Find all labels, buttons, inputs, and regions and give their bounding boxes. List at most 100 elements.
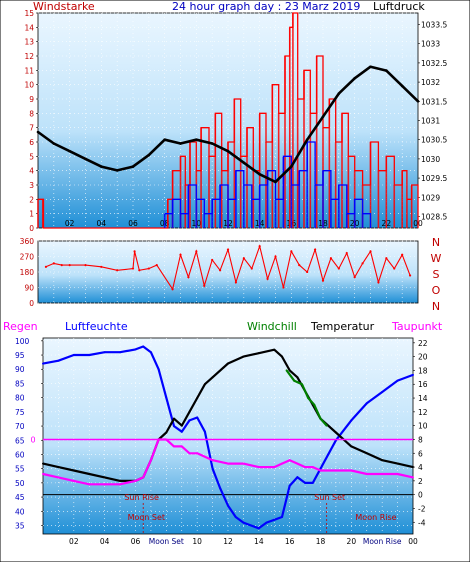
legend-taupunkt: Taupunkt <box>391 320 443 333</box>
humidity-tick-label: 35 <box>15 521 25 530</box>
windrichtung-point <box>44 265 48 268</box>
temperatur-point <box>173 417 176 420</box>
time-tick-label: 16 <box>285 537 295 546</box>
luftdruck-point <box>226 149 230 153</box>
taupunkt-point <box>296 462 299 465</box>
temperatur-point <box>396 462 399 465</box>
luftdruck-point <box>385 69 388 72</box>
luftfeuchte-point <box>365 402 368 405</box>
taupunkt-point <box>319 469 322 472</box>
windrichtung-point <box>298 264 301 267</box>
luftdruck-point <box>305 138 309 141</box>
time-tick-label: 00 <box>408 537 418 546</box>
compass-label: N <box>432 300 440 313</box>
taupunkt-point <box>173 445 176 448</box>
wind-direction-grid <box>38 240 418 304</box>
windrichtung-point <box>306 270 309 274</box>
luftdruck-point <box>52 142 56 145</box>
luftdruck-point <box>337 92 341 95</box>
wind-tick-label: 13 <box>24 38 34 47</box>
windrichtung-point <box>377 281 380 284</box>
windrichtung-point <box>179 253 182 256</box>
luftfeuchte-point <box>257 527 260 530</box>
legend-temperatur: Temperatur <box>310 320 375 333</box>
compass-label: N <box>432 236 440 249</box>
temperature-tick-label: 18 <box>418 366 428 375</box>
temperature-tick-label: 4 <box>418 463 423 472</box>
temperatur-point <box>103 476 106 479</box>
pressure-axis-ticks: 1028.5 1029 1029.5 1030 1030.5 1031 1031.5 1032… <box>418 21 447 221</box>
luftfeuchte-point <box>188 419 191 422</box>
windrichtung-point <box>353 276 356 279</box>
luftdruck-point <box>179 142 182 145</box>
windchill-point <box>301 383 303 386</box>
temperatur-point <box>280 355 283 358</box>
windchill-point <box>285 369 288 372</box>
time-tick-label: 14 <box>254 537 264 546</box>
humidity-tick-label: 75 <box>15 408 25 417</box>
taupunkt-point <box>142 476 145 479</box>
luftdruck-point <box>147 153 151 157</box>
pressure-tick-label: 1029 <box>421 193 440 202</box>
luftfeuchte-point <box>412 373 414 376</box>
luftdruck-point <box>242 161 246 165</box>
temperatur-point <box>188 410 191 413</box>
time-tick-label: 12 <box>223 537 233 546</box>
windchill-point <box>325 424 328 427</box>
windrichtung-point <box>361 262 364 265</box>
windrichtung-point <box>274 255 277 258</box>
taupunkt-point <box>119 483 122 486</box>
compass-label: W <box>431 252 442 265</box>
windrichtung-point <box>187 276 190 279</box>
luftdruck-point <box>210 142 214 145</box>
luftfeuchte-point <box>211 467 214 470</box>
temperature-tick-label: -4 <box>418 518 426 527</box>
wind-tick-label: 6 <box>29 138 34 147</box>
luftfeuchte-point <box>57 359 60 362</box>
pressure-tick-label: 1033 <box>421 40 440 49</box>
temperatur-point <box>257 352 260 355</box>
windrichtung-point <box>266 277 269 280</box>
humidity-tick-label: 80 <box>15 394 25 403</box>
luftfeuchte-point <box>142 345 145 348</box>
windrichtung-point <box>147 267 150 270</box>
wind-tick-label: 7 <box>29 124 34 133</box>
temperature-tick-label: 0 <box>418 491 423 500</box>
windrichtung-point <box>234 281 238 284</box>
direction-degree-ticks: 360 270 180 90 0 <box>20 237 35 308</box>
luftdruck-point <box>163 138 166 141</box>
pressure-tick-label: 1031 <box>421 117 440 126</box>
legend-luftfeuchte: Luftfeuchte <box>65 320 128 333</box>
taupunkt-point <box>350 469 353 472</box>
windrichtung-point <box>321 279 325 282</box>
luftfeuchte-point <box>88 354 91 357</box>
temperatur-point <box>196 397 199 400</box>
windrichtung-point <box>211 258 214 262</box>
luftdruck-point <box>369 65 372 69</box>
taupunkt-point <box>103 483 106 486</box>
taupunkt-point <box>149 459 152 462</box>
rain-zero-label: 0 <box>30 435 35 444</box>
windrichtung-point <box>313 248 317 251</box>
luftfeuchte-point <box>134 348 137 351</box>
luftfeuchte-point <box>173 425 176 428</box>
windchill-point <box>293 379 296 382</box>
windrichtung-point <box>203 284 206 287</box>
temperatur-point <box>242 355 245 358</box>
humidity-tick-label: 90 <box>15 365 25 374</box>
humidity-tick-label: 70 <box>15 422 25 431</box>
temperatur-point <box>412 466 414 469</box>
luftfeuchte-point <box>119 351 122 354</box>
humidity-axis-ticks: 100 95 90 85 80 75 70 65 60 55 50 45 40 35 0 <box>15 337 43 530</box>
wind-tick-label: 9 <box>29 95 34 104</box>
windrichtung-point <box>408 274 412 277</box>
wind-tick-label: 2 <box>29 195 34 204</box>
temperature-tick-label: 10 <box>418 422 428 431</box>
annotation-label: Moon Rise <box>355 513 396 522</box>
